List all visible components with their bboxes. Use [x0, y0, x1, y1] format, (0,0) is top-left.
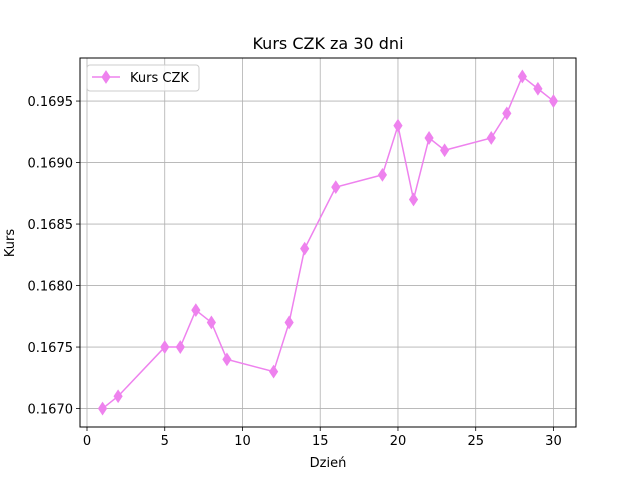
data-point [486, 131, 496, 145]
y-tick-label: 0.1690 [28, 157, 74, 172]
data-point [533, 81, 543, 96]
data-point [393, 118, 403, 133]
x-axis-ticks: 0 5 10 15 20 25 30 [83, 427, 562, 449]
plot-area [80, 58, 576, 427]
legend-label: Kurs CZK [130, 71, 189, 86]
y-tick-label: 0.1675 [28, 341, 74, 356]
data-point [113, 389, 123, 404]
data-point [424, 131, 434, 145]
y-tick-label: 0.1685 [28, 218, 74, 233]
data-point [377, 167, 388, 182]
legend-box [86, 64, 200, 92]
data-point [206, 315, 216, 330]
series-layer [97, 69, 559, 416]
data-point [408, 192, 419, 207]
x-tick-label: 0 [83, 434, 91, 449]
chart-title: Kurs CZK za 30 dni [252, 34, 403, 53]
x-tick-label: 25 [467, 434, 484, 449]
x-axis-label: Dzień [310, 456, 347, 471]
data-point [284, 315, 294, 330]
data-point [268, 364, 279, 379]
y-axis-ticks: 0.1670 0.1675 0.1680 0.1685 0.1690 0.1695 [28, 95, 80, 418]
x-tick-label: 20 [390, 434, 407, 449]
x-tick-label: 5 [161, 434, 169, 449]
data-point [222, 352, 232, 367]
plot-frame [79, 57, 577, 428]
data-point [191, 303, 201, 318]
y-tick-label: 0.1680 [28, 280, 74, 295]
data-point [300, 241, 310, 256]
data-point [97, 401, 108, 416]
data-point [160, 340, 170, 354]
y-tick-label: 0.1695 [28, 95, 74, 110]
data-point [548, 94, 559, 108]
data-point [331, 180, 341, 195]
x-tick-label: 30 [545, 434, 562, 449]
legend-marker [101, 70, 111, 84]
x-tick-label: 15 [312, 434, 329, 449]
data-point [517, 69, 527, 84]
y-axis-label: Kurs [3, 229, 18, 257]
x-tick-label: 10 [234, 434, 251, 449]
y-tick-label: 0.1670 [28, 403, 74, 418]
legend: Kurs CZK [86, 64, 200, 92]
data-point [502, 106, 512, 121]
data-point [175, 340, 185, 354]
data-point [440, 143, 450, 158]
